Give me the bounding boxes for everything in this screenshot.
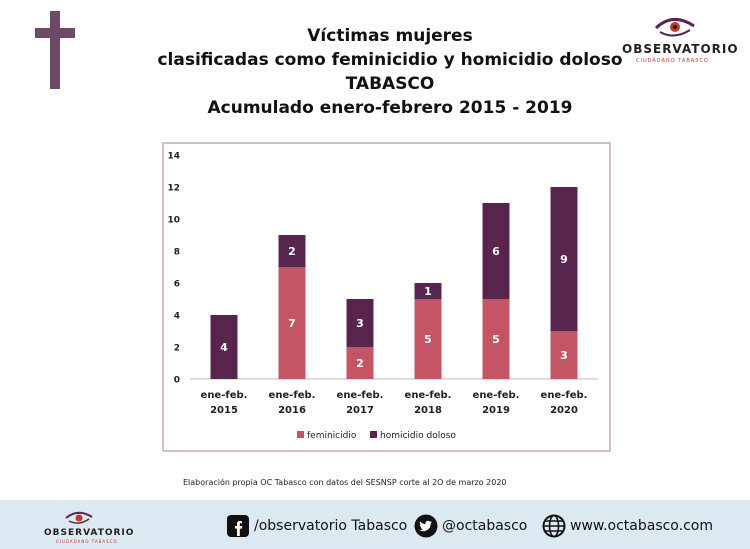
cross-icon [35, 11, 75, 89]
legend-swatch [370, 431, 377, 438]
footer-bar: OBSERVATORIO CIUDADANO TABASCO /observat… [0, 500, 750, 549]
stacked-bar-chart: 0 2 4 6 8 10 12 14 4 ene-feb. 2015 7 2 ene-feb. 2016 2 3… [162, 142, 611, 452]
x-tick-label: ene-feb. [269, 390, 316, 401]
x-tick-label: 2020 [550, 405, 578, 416]
x-tick-label: 2016 [278, 405, 306, 416]
y-tick-label: 8 [174, 248, 180, 258]
website-url: www.octabasco.com [570, 518, 713, 534]
x-tick-label: 2015 [210, 405, 238, 416]
y-tick-label: 12 [167, 184, 180, 194]
footer-logo-subtitle: CIUDADANO TABASCO [56, 539, 118, 544]
twitter-link[interactable]: @octabasco [414, 512, 527, 540]
facebook-icon [227, 515, 249, 537]
eye-logo-icon [654, 18, 695, 37]
x-tick-label: 2018 [414, 405, 442, 416]
x-tick-label: 2017 [346, 405, 374, 416]
title-line-1: Víctimas mujeres [307, 26, 473, 46]
title-line-2: clasificadas como feminicidio y homicidi… [157, 50, 623, 70]
y-tick-label: 10 [167, 216, 180, 226]
y-tick-label: 2 [174, 344, 180, 354]
bar-value-label: 2 [288, 245, 296, 258]
bar-value-label: 3 [356, 317, 364, 330]
x-tick-label: ene-feb. [473, 390, 520, 401]
legend-swatch [297, 431, 304, 438]
bar-value-label: 6 [492, 245, 500, 258]
bar-value-label: 1 [424, 285, 432, 298]
legend-label: feminicidio [307, 431, 357, 441]
bar-value-label: 9 [560, 253, 568, 266]
chart-frame [162, 142, 611, 452]
bar-homicidio [482, 203, 510, 299]
website-link[interactable]: www.octabasco.com [542, 512, 713, 540]
bar-homicidio [550, 187, 578, 331]
twitter-handle: @octabasco [442, 518, 528, 534]
bar-value-label: 5 [424, 333, 432, 346]
bar-feminicidio [550, 331, 578, 379]
title-line-4: Acumulado enero-febrero 2015 - 2019 [207, 98, 573, 118]
bar-value-label: 2 [356, 357, 364, 370]
bar-feminicidio [346, 347, 374, 379]
y-tick-label: 4 [174, 312, 180, 322]
logo-name: OBSERVATORIO [622, 42, 739, 56]
y-tick-label: 0 [174, 376, 180, 386]
twitter-icon [414, 514, 438, 538]
logo-subtitle: CIUDADANO TABASCO [636, 58, 709, 64]
bar-homicidio [210, 315, 238, 379]
bar-value-label: 5 [492, 333, 500, 346]
title-line-3: TABASCO [345, 74, 435, 94]
bar-feminicidio [414, 299, 442, 379]
chart-title: Víctimas mujeres clasificadas como femin… [140, 24, 640, 120]
y-tick-label: 6 [174, 280, 180, 290]
y-tick-label: 14 [167, 152, 180, 162]
x-tick-label: ene-feb. [337, 390, 384, 401]
observatorio-logo: OBSERVATORIO CIUDADANO TABASCO [618, 8, 744, 68]
bar-value-label: 4 [220, 341, 228, 354]
x-tick-label: ene-feb. [405, 390, 452, 401]
facebook-link[interactable]: /observatorio Tabasco [226, 512, 407, 540]
bar-homicidio [346, 299, 374, 347]
bar-feminicidio [482, 299, 510, 379]
x-tick-label: 2019 [482, 405, 510, 416]
x-tick-label: ene-feb. [201, 390, 248, 401]
source-note: Elaboración propia OC Tabasco con datos … [183, 478, 507, 487]
facebook-handle: /observatorio Tabasco [254, 518, 408, 534]
footer-eye-icon [65, 511, 93, 524]
bar-homicidio [414, 283, 442, 299]
globe-icon [542, 514, 566, 538]
bar-value-label: 7 [288, 317, 296, 330]
bar-value-label: 3 [560, 349, 568, 362]
x-tick-label: ene-feb. [541, 390, 588, 401]
footer-logo: OBSERVATORIO CIUDADANO TABASCO [44, 508, 134, 544]
bar-homicidio [278, 235, 306, 267]
legend-label: homicidio doloso [380, 431, 456, 441]
footer-logo-name: OBSERVATORIO [44, 528, 135, 538]
bar-feminicidio [278, 267, 306, 379]
